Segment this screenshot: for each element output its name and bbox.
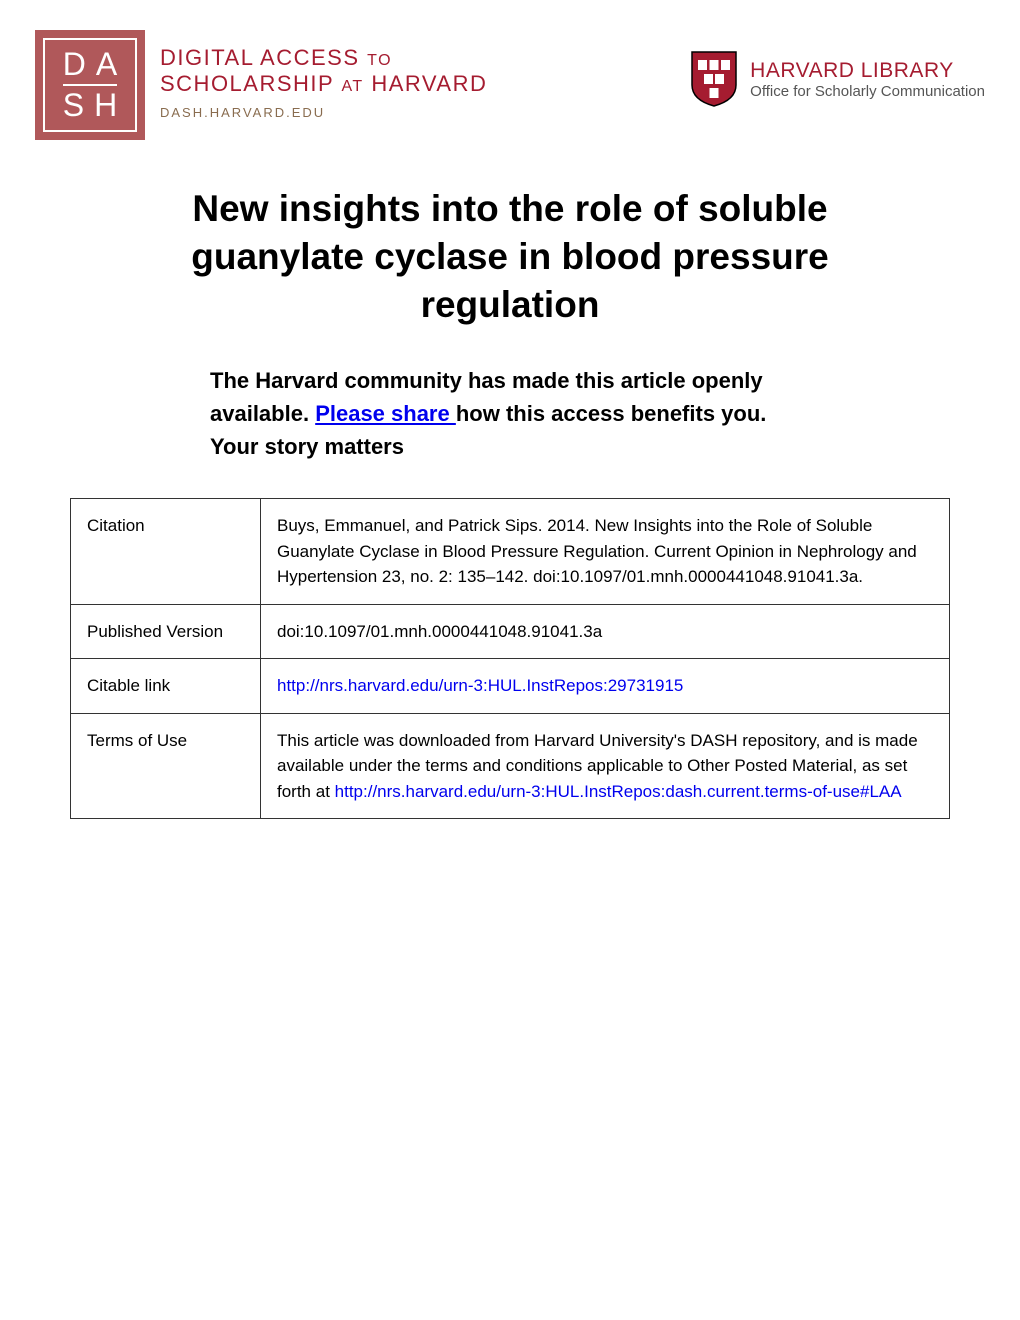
table-row-citation: Citation Buys, Emmanuel, and Patrick Sip… <box>71 499 950 605</box>
dash-url: DASH.HARVARD.EDU <box>160 105 487 120</box>
citation-label: Citation <box>71 499 261 605</box>
dash-logo: DA SH <box>35 30 145 140</box>
citable-label: Citable link <box>71 659 261 714</box>
article-title: New insights into the role of soluble gu… <box>35 185 985 329</box>
citable-value: http://nrs.harvard.edu/urn-3:HUL.InstRep… <box>261 659 950 714</box>
table-row-terms: Terms of Use This article was downloaded… <box>71 713 950 819</box>
dash-logo-bottom: SH <box>53 88 127 123</box>
published-value: doi:10.1097/01.mnh.0000441048.91041.3a <box>261 604 950 659</box>
harvard-text-block: HARVARD LIBRARY Office for Scholarly Com… <box>750 59 985 100</box>
dash-logo-top: DA <box>53 47 127 82</box>
availability-statement: The Harvard community has made this arti… <box>35 364 985 463</box>
terms-value: This article was downloaded from Harvard… <box>261 713 950 819</box>
dash-heading-line1: DIGITAL ACCESS TO <box>160 45 487 71</box>
published-label: Published Version <box>71 604 261 659</box>
harvard-library-label: HARVARD LIBRARY <box>750 59 985 83</box>
terms-label: Terms of Use <box>71 713 261 819</box>
metadata-table: Citation Buys, Emmanuel, and Patrick Sip… <box>70 498 950 819</box>
share-link[interactable]: Please share <box>315 401 456 426</box>
dash-text-block: DIGITAL ACCESS TO SCHOLARSHIP AT HARVARD… <box>160 30 487 120</box>
harvard-branding: HARVARD LIBRARY Office for Scholarly Com… <box>690 30 985 108</box>
table-row-published: Published Version doi:10.1097/01.mnh.000… <box>71 604 950 659</box>
citable-link[interactable]: http://nrs.harvard.edu/urn-3:HUL.InstRep… <box>277 676 683 695</box>
citation-value: Buys, Emmanuel, and Patrick Sips. 2014. … <box>261 499 950 605</box>
dash-heading-line2: SCHOLARSHIP AT HARVARD <box>160 71 487 97</box>
terms-link[interactable]: http://nrs.harvard.edu/urn-3:HUL.InstRep… <box>335 782 902 801</box>
harvard-shield-icon <box>690 50 738 108</box>
dash-branding: DA SH DIGITAL ACCESS TO SCHOLARSHIP AT H… <box>35 30 487 140</box>
table-row-citable: Citable link http://nrs.harvard.edu/urn-… <box>71 659 950 714</box>
page-header: DA SH DIGITAL ACCESS TO SCHOLARSHIP AT H… <box>35 30 985 140</box>
harvard-office-label: Office for Scholarly Communication <box>750 83 985 100</box>
